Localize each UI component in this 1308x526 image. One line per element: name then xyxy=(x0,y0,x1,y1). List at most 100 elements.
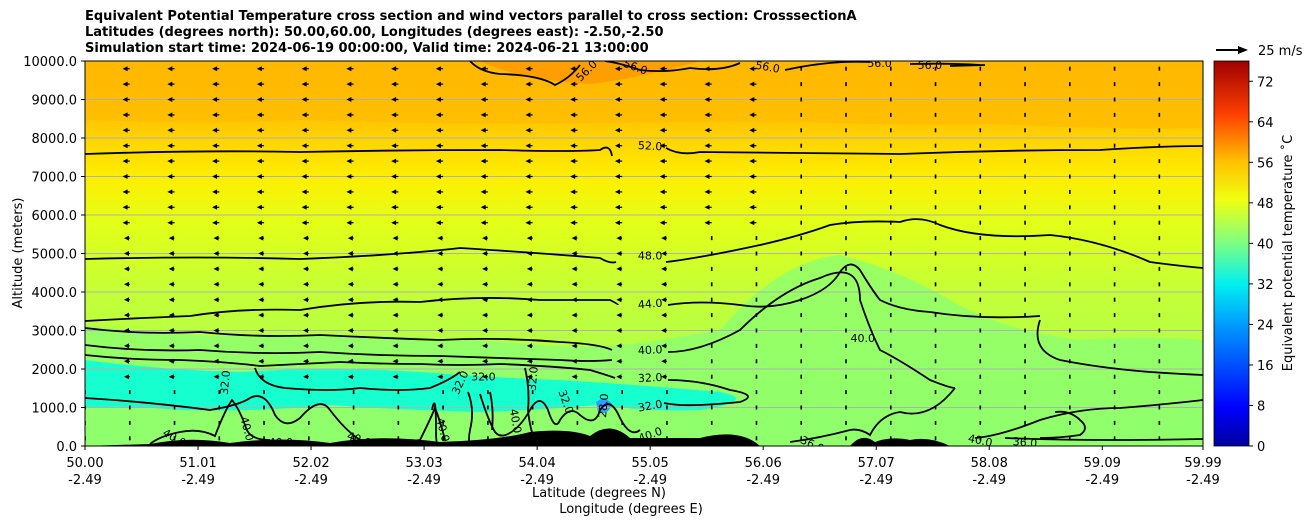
wind-arrow-head xyxy=(392,281,398,287)
wind-calm-mark xyxy=(934,128,937,133)
wind-calm-mark xyxy=(1069,282,1071,287)
wind-arrow-head xyxy=(122,81,128,87)
x-axis: 50.00 -2.49 51.01 -2.49 52.02 -2.49 53.03 -2.49… xyxy=(66,446,1222,488)
wind-calm-mark xyxy=(1024,174,1026,179)
wind-arrow-head xyxy=(213,235,219,241)
title-line-3: Simulation start time: 2024-06-19 00:00:… xyxy=(85,41,649,56)
wind-arrow-head xyxy=(167,143,173,149)
wind-arrow-head xyxy=(661,358,667,364)
x-tick-label-lon: -2.49 xyxy=(972,473,1006,488)
wind-calm-mark xyxy=(173,405,176,410)
wind-arrow-head xyxy=(303,251,309,256)
wind-arrow-head xyxy=(122,66,128,72)
wind-calm-mark xyxy=(710,374,713,379)
wind-arrow-head xyxy=(614,174,620,179)
wind-calm-mark xyxy=(845,112,847,117)
x-axis-label-2: Longitude (degrees E) xyxy=(559,502,703,517)
wind-arrow-head xyxy=(391,204,397,210)
wind-calm-mark xyxy=(1069,390,1071,395)
wind-calm-mark xyxy=(666,436,668,441)
wind-calm-mark xyxy=(755,282,758,287)
wind-calm-mark xyxy=(1069,436,1071,441)
wind-calm-mark xyxy=(710,236,713,241)
wind-arrow-head xyxy=(168,297,174,303)
wind-calm-mark xyxy=(1113,82,1116,87)
wind-calm-mark xyxy=(397,436,400,441)
wind-arrow-head xyxy=(480,81,486,87)
wind-arrow-head xyxy=(480,143,486,149)
x-tick-label-lat: 52.02 xyxy=(292,456,329,471)
x-tick-label-lat: 55.05 xyxy=(632,456,669,471)
wind-arrow-head xyxy=(347,235,353,241)
colorbar-tick-label: 24 xyxy=(1257,318,1274,333)
wind-arrow-head xyxy=(258,266,264,272)
x-tick-label-lat: 50.00 xyxy=(66,456,103,471)
wind-arrow-head xyxy=(347,297,353,303)
wind-arrow-head xyxy=(213,251,219,256)
wind-calm-mark xyxy=(1158,66,1161,71)
wind-calm-mark xyxy=(845,159,847,164)
contour-40-low xyxy=(85,395,446,443)
wind-arrow-head xyxy=(168,328,174,333)
wind-arrow-head xyxy=(661,235,667,241)
x-tick-label-lon: -2.49 xyxy=(520,473,554,488)
wind-calm-mark xyxy=(621,405,623,410)
wind-arrow-head xyxy=(392,374,398,380)
wind-arrow-head xyxy=(482,312,488,318)
wind-arrow-head xyxy=(480,127,486,133)
wind-calm-mark xyxy=(979,420,982,425)
wind-arrow-head xyxy=(749,143,755,149)
wind-calm-mark xyxy=(1024,251,1026,256)
wind-arrow-head xyxy=(213,343,219,349)
wind-calm-mark xyxy=(889,251,892,256)
wind-calm-mark xyxy=(531,436,534,441)
wind-arrow-head xyxy=(435,189,441,195)
wind-calm-mark xyxy=(845,297,847,302)
x-tick-label-lon: -2.49 xyxy=(746,473,780,488)
contour-label: 32.0 xyxy=(526,366,541,392)
wind-calm-mark xyxy=(1113,220,1116,225)
wind-calm-mark xyxy=(800,343,803,348)
contour-label: 56.0 xyxy=(918,59,943,72)
wind-arrow-head xyxy=(391,112,397,118)
wind-calm-mark xyxy=(1158,205,1161,210)
wind-calm-mark xyxy=(845,236,847,241)
wind-calm-mark xyxy=(1113,343,1116,348)
wind-calm-mark xyxy=(934,297,937,302)
terrain-east xyxy=(850,437,950,446)
wind-calm-mark xyxy=(800,220,803,225)
wind-calm-mark xyxy=(1158,236,1161,241)
wind-calm-mark xyxy=(710,343,713,348)
wind-calm-mark xyxy=(979,220,982,225)
wind-arrow-head xyxy=(212,174,218,179)
wind-arrow-head xyxy=(749,97,755,102)
wind-calm-mark xyxy=(845,390,847,395)
wind-arrow-head xyxy=(346,174,352,179)
wind-arrow-head xyxy=(616,251,622,256)
wind-arrow-head xyxy=(391,97,397,102)
wind-arrow-head xyxy=(659,204,665,210)
x-tick-label-lon: -2.49 xyxy=(68,473,102,488)
wind-arrow-head xyxy=(571,312,577,318)
wind-calm-mark xyxy=(1158,359,1161,364)
wind-calm-mark xyxy=(845,174,847,179)
wind-calm-mark xyxy=(1158,297,1161,302)
wind-calm-mark xyxy=(889,128,892,133)
wind-calm-mark xyxy=(1024,390,1026,395)
wind-calm-mark xyxy=(889,343,892,348)
wind-calm-mark xyxy=(845,436,847,441)
wind-calm-mark xyxy=(800,405,803,410)
y-tick-label: 5000.0 xyxy=(32,248,78,263)
wind-calm-mark xyxy=(487,436,489,441)
wind-arrow-head xyxy=(570,127,576,133)
x-tick-label-lat: 58.08 xyxy=(971,456,1008,471)
wind-calm-mark xyxy=(576,390,579,395)
wind-arrow-head xyxy=(391,158,397,164)
wind-arrow-head xyxy=(661,328,667,333)
wind-calm-mark xyxy=(263,436,265,441)
wind-calm-mark xyxy=(1113,236,1116,241)
wind-arrow-head xyxy=(258,251,264,256)
wind-arrow-head xyxy=(526,358,532,364)
wind-arrow-head xyxy=(570,158,576,164)
wind-arrow-head xyxy=(616,374,622,380)
